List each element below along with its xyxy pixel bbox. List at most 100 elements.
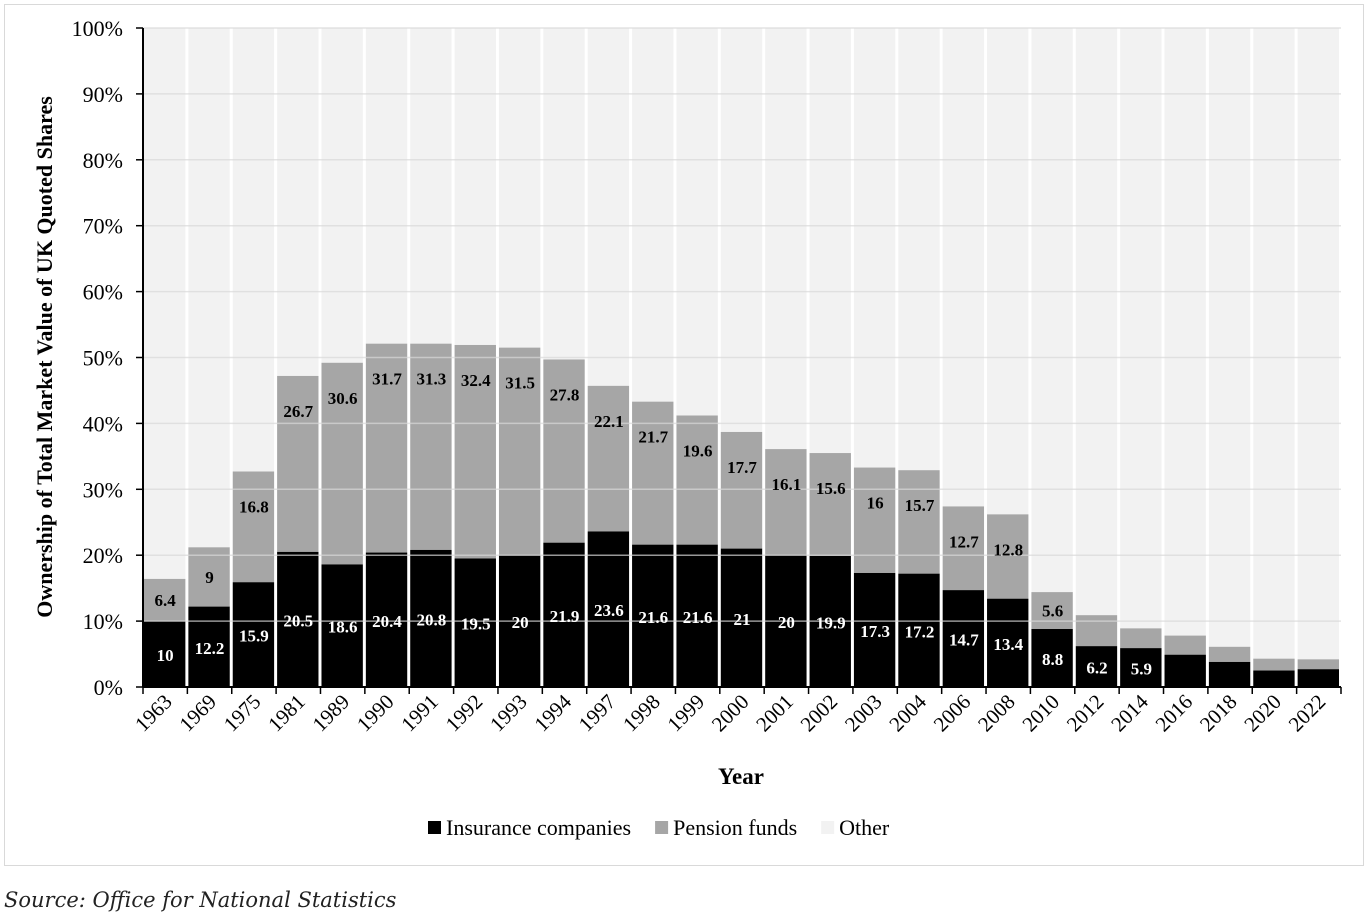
data-label-insurance: 15.9: [239, 627, 269, 646]
x-tick-label: 1999: [662, 690, 709, 737]
data-label-insurance: 21.6: [683, 608, 713, 627]
bar-pension-funds: [1120, 628, 1162, 649]
x-tick-label: 1991: [396, 690, 443, 737]
x-tick-label: 1994: [529, 689, 576, 736]
bar-insurance-companies: [543, 542, 585, 687]
x-tick-label: 2000: [707, 690, 754, 737]
bar-pension-funds: [587, 385, 630, 532]
bar-insurance-companies: [676, 544, 718, 687]
y-axis-title: Ownership of Total Market Value of UK Qu…: [32, 96, 57, 618]
bar-insurance-companies: [410, 549, 452, 687]
bar-other: [632, 28, 674, 402]
legend-label: Insurance companies: [446, 815, 631, 840]
data-label-pension: 12.8: [993, 540, 1023, 559]
legend-label: Other: [839, 815, 890, 840]
x-tick-label: 1981: [263, 690, 310, 737]
bar-other: [232, 28, 275, 472]
data-label-insurance: 20.5: [283, 611, 313, 630]
data-label-pension: 5.6: [1042, 602, 1063, 621]
bar-pension-funds: [853, 467, 896, 573]
bar-pension-funds: [1031, 592, 1073, 630]
data-label-pension: 15.6: [816, 479, 846, 498]
data-label-insurance: 20: [778, 613, 795, 632]
bar-pension-funds: [498, 347, 541, 556]
legend-label: Pension funds: [673, 815, 797, 840]
bar-insurance-companies: [1120, 648, 1162, 687]
y-tick-label: 60%: [83, 280, 123, 305]
bar-pension-funds: [410, 343, 452, 550]
bar-other: [144, 28, 186, 579]
bar-insurance-companies: [1297, 669, 1339, 687]
bar-insurance-companies: [321, 564, 363, 687]
data-label-pension: 6.4: [155, 591, 177, 610]
data-label-pension: 9: [205, 568, 214, 587]
x-tick-label: 2022: [1284, 690, 1331, 737]
y-tick-label: 90%: [83, 82, 123, 107]
x-tick-label: 2003: [840, 690, 887, 737]
bar-insurance-companies: [1031, 629, 1073, 687]
x-tick-label: 1993: [485, 690, 532, 737]
y-tick-label: 40%: [83, 411, 123, 436]
x-tick-label: 1997: [574, 690, 621, 737]
bar-insurance-companies: [632, 544, 674, 687]
bar-insurance-companies: [454, 558, 496, 687]
data-label-pension: 15.7: [905, 496, 935, 515]
y-tick-label: 80%: [83, 148, 123, 173]
bar-other: [1120, 28, 1162, 629]
x-tick-label: 1998: [618, 690, 665, 737]
bar-other: [942, 28, 985, 507]
y-tick-label: 50%: [83, 346, 123, 371]
bar-other: [543, 28, 585, 360]
bar-other: [1164, 28, 1206, 636]
data-label-pension: 26.7: [283, 402, 313, 421]
bar-pension-funds: [321, 362, 363, 565]
data-label-pension: 27.8: [550, 385, 580, 404]
data-label-insurance: 14.7: [949, 631, 979, 650]
x-tick-label: 2014: [1106, 689, 1153, 736]
data-label-pension: 16: [867, 494, 884, 513]
data-label-insurance: 23.6: [594, 601, 624, 620]
data-label-pension: 32.4: [461, 371, 491, 390]
x-tick-label: 2016: [1151, 690, 1198, 737]
chart-frame: [4, 4, 1364, 866]
data-label-insurance: 19.5: [461, 615, 491, 634]
data-label-insurance: 20: [512, 613, 529, 632]
source-note: Source: Office for National Statistics: [4, 888, 397, 912]
legend-swatch: [821, 821, 835, 834]
data-label-insurance: 10: [157, 646, 174, 665]
data-label-insurance: 21.6: [638, 608, 668, 627]
bar-insurance-companies: [987, 598, 1029, 687]
bar-insurance-companies: [587, 531, 630, 687]
bar-pension-funds: [1253, 658, 1295, 671]
bar-pension-funds: [676, 415, 718, 545]
bar-other: [498, 28, 541, 348]
data-label-pension: 31.3: [417, 370, 447, 389]
x-tick-label: 2020: [1239, 690, 1286, 737]
y-tick-label: 100%: [72, 16, 123, 41]
bar-insurance-companies: [1164, 654, 1206, 687]
bar-pension-funds: [1208, 646, 1251, 662]
data-label-insurance: 17.2: [905, 622, 935, 641]
bar-insurance-companies: [942, 590, 985, 687]
data-label-insurance: 17.3: [860, 622, 890, 641]
bar-pension-funds: [632, 401, 674, 545]
x-tick-label: 2012: [1062, 690, 1109, 737]
data-label-pension: 30.6: [328, 389, 358, 408]
x-tick-label: 1975: [219, 690, 266, 737]
data-label-pension: 19.6: [683, 441, 713, 460]
x-tick-label: 2006: [929, 690, 976, 737]
bar-insurance-companies: [144, 621, 186, 687]
bar-pension-funds: [144, 578, 186, 622]
data-label-pension: 31.7: [372, 370, 402, 389]
data-label-insurance: 20.8: [417, 610, 447, 629]
x-tick-label: 1989: [308, 690, 355, 737]
bar-other: [1297, 28, 1339, 660]
bar-insurance-companies: [365, 552, 408, 687]
data-label-insurance: 5.9: [1131, 660, 1152, 679]
bar-other: [321, 28, 363, 363]
data-label-insurance: 6.2: [1086, 659, 1107, 678]
bar-other: [277, 28, 319, 376]
bar-other: [809, 28, 851, 454]
x-tick-label: 2004: [884, 689, 931, 736]
x-tick-label: 1969: [174, 690, 221, 737]
